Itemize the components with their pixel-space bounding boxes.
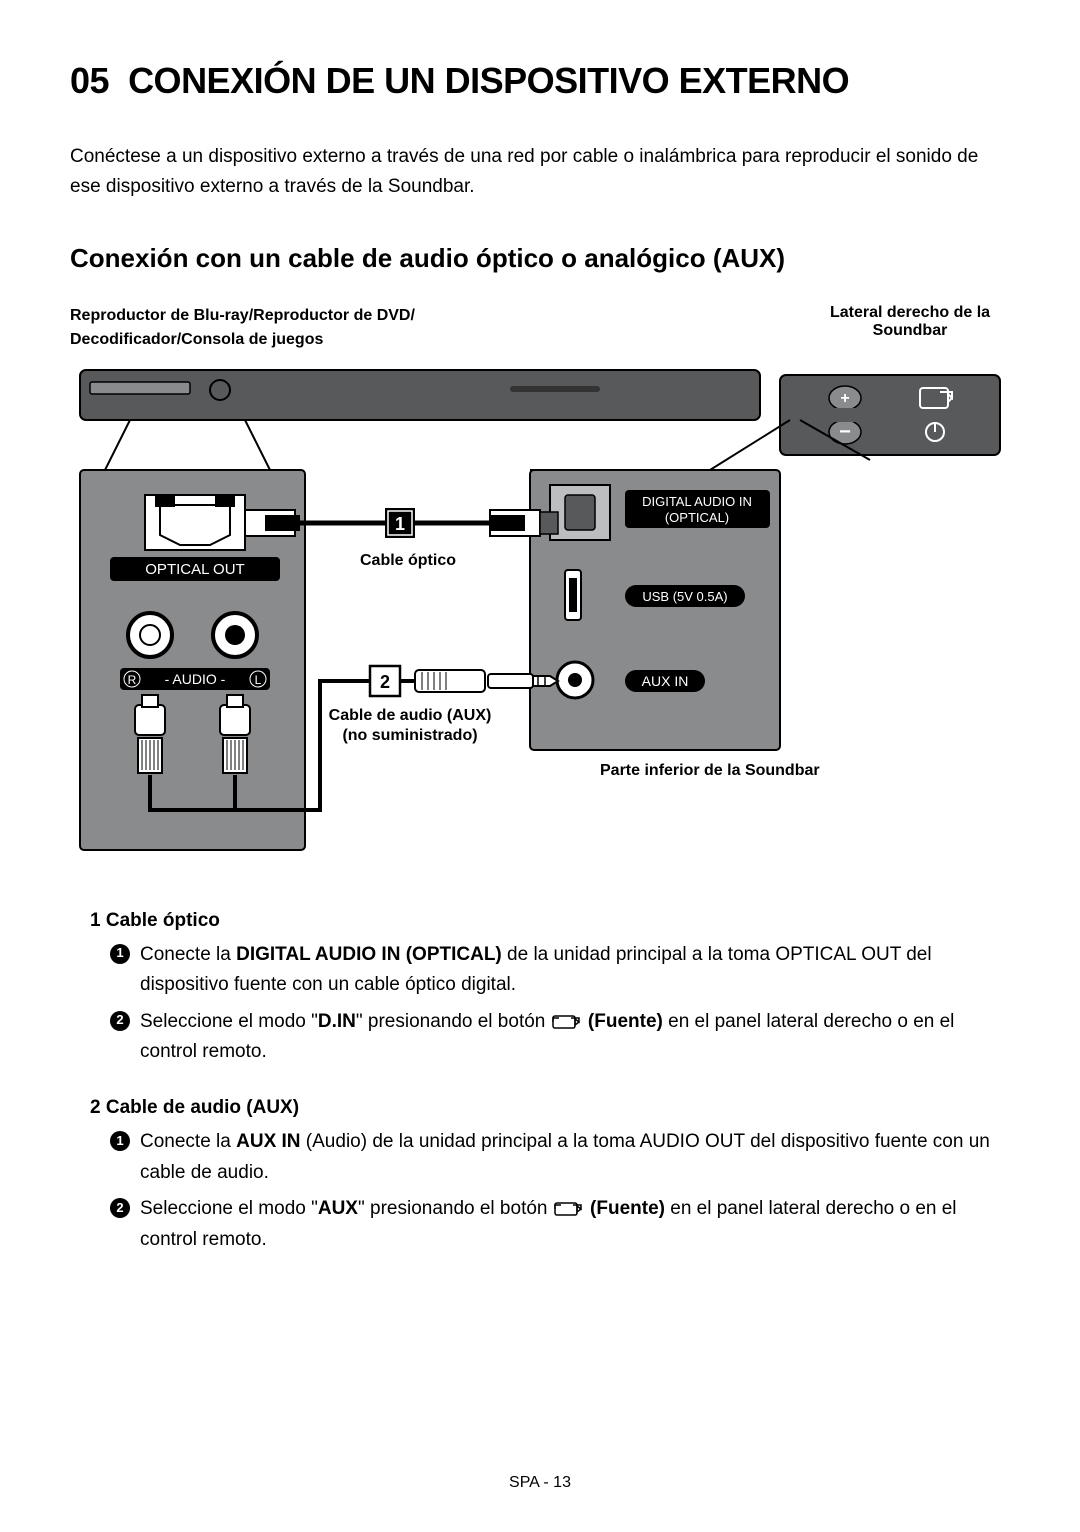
bluray-player-icon [80,370,760,420]
step-text: Conecte la AUX IN (Audio) de la unidad p… [140,1127,1010,1188]
svg-text:(OPTICAL): (OPTICAL) [665,510,729,525]
cable-aux-note: (no suministrado) [342,727,477,744]
page-footer: SPA - 13 [0,1474,1080,1492]
diagram-top-labels: Reproductor de Blu-ray/Reproductor de DV… [70,304,1010,352]
digital-audio-in-label: DIGITAL AUDIO IN [642,494,752,509]
svg-text:R: R [128,673,137,687]
step-number-icon: 2 [110,1011,130,1031]
source-icon [553,1200,585,1218]
intro-paragraph: Conéctese a un dispositivo externo a tra… [70,142,1010,203]
chapter-title: 05 CONEXIÓN DE UN DISPOSITIVO EXTERNO [70,60,1010,102]
instruction-heading-2: 2 Cable de audio (AUX) [90,1097,1010,1119]
step-list-2: 1 Conecte la AUX IN (Audio) de la unidad… [90,1127,1010,1255]
cable-aux-label: Cable de audio (AUX) [329,707,492,724]
svg-text:−: − [839,421,851,443]
source-device-label: Reproductor de Blu-ray/Reproductor de DV… [70,304,490,352]
instruction-section-1: 1 Cable óptico 1 Conecte la DIGITAL AUDI… [90,910,1010,1068]
soundbar-bottom-panel-icon: DIGITAL AUDIO IN (OPTICAL) USB (5V 0.5A)… [530,470,780,750]
instructions: 1 Cable óptico 1 Conecte la DIGITAL AUDI… [70,910,1010,1255]
chapter-number: 05 [70,60,109,101]
marker-2: 2 [380,672,390,692]
aux-in-label: AUX IN [642,673,689,689]
step-text: Seleccione el modo "AUX" presionando el … [140,1194,1010,1255]
list-item: 1 Conecte la AUX IN (Audio) de la unidad… [110,1127,1010,1188]
step-text: Conecte la DIGITAL AUDIO IN (OPTICAL) de… [140,940,1010,1001]
list-item: 2 Seleccione el modo "AUX" presionando e… [110,1194,1010,1255]
chapter-title-text: CONEXIÓN DE UN DISPOSITIVO EXTERNO [128,60,849,101]
source-icon [551,1013,583,1031]
list-item: 2 Seleccione el modo "D.IN" presionando … [110,1007,1010,1068]
audio-label: - AUDIO - [165,671,226,687]
svg-text:L: L [255,673,262,687]
step-number-icon: 1 [110,1131,130,1151]
usb-label: USB (5V 0.5A) [642,589,727,604]
step-number-icon: 2 [110,1198,130,1218]
connection-diagram: OPTICAL OUT R - AUDIO - L [70,360,1010,860]
instruction-section-2: 2 Cable de audio (AUX) 1 Conecte la AUX … [90,1097,1010,1255]
step-number-icon: 1 [110,944,130,964]
section-title: Conexión con un cable de audio óptico o … [70,243,1010,274]
svg-text:+: + [840,390,849,407]
instruction-heading-1: 1 Cable óptico [90,910,1010,932]
list-item: 1 Conecte la DIGITAL AUDIO IN (OPTICAL) … [110,940,1010,1001]
soundbar-bottom-label: Parte inferior de la Soundbar [600,762,820,779]
cable-optico-label: Cable óptico [360,552,456,569]
marker-1: 1 [395,514,405,534]
step-text: Seleccione el modo "D.IN" presionando el… [140,1007,1010,1068]
soundbar-side-panel-icon: + − [780,375,1000,455]
step-list-1: 1 Conecte la DIGITAL AUDIO IN (OPTICAL) … [90,940,1010,1068]
optical-out-label: OPTICAL OUT [145,561,244,578]
soundbar-side-label: Lateral derecho de la Soundbar [810,304,1010,352]
